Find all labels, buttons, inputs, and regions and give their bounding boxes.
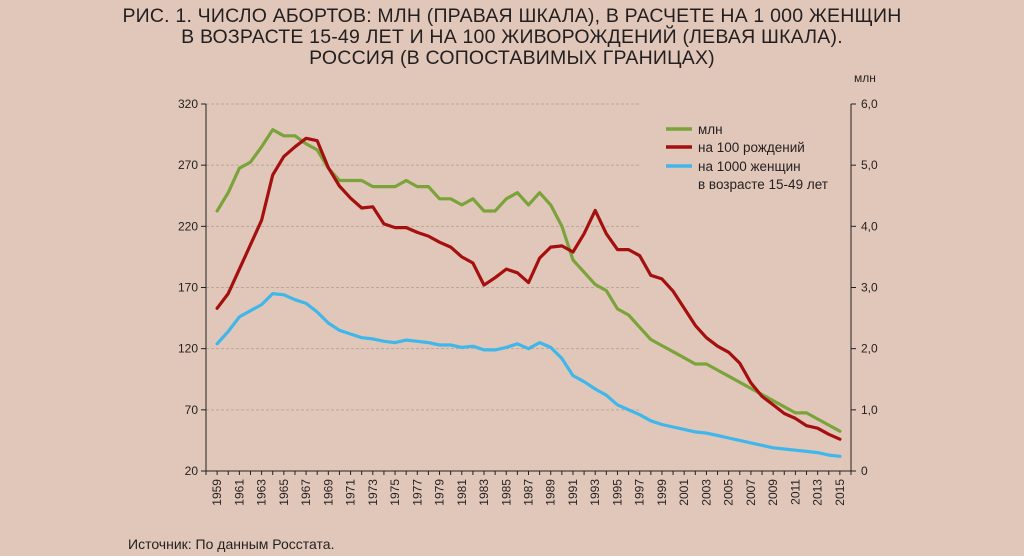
left-tick-label: 320 (178, 97, 198, 111)
x-tick-label: 2007 (744, 479, 758, 506)
series-line-mln (215, 128, 842, 433)
x-tick-label: 1975 (388, 479, 402, 506)
chart-title-line-1: РИС. 1. ЧИСЛО АБОРТОВ: МЛН (ПРАВАЯ ШКАЛА… (122, 5, 902, 27)
right-tick-label: 1,0 (861, 403, 878, 417)
left-tick-label: 120 (178, 342, 198, 356)
legend-label-mln: млн (698, 122, 723, 137)
left-tick-label: 170 (178, 281, 198, 295)
left-tick-label: 70 (185, 403, 199, 417)
x-tick-label: 1989 (544, 479, 558, 506)
legend-label-per1000women: на 1000 женщин (698, 159, 801, 174)
x-tick-label: 1995 (610, 479, 624, 506)
right-axis-unit-label: млн (854, 71, 876, 85)
x-tick-label: 1987 (522, 479, 536, 506)
chart-title-line-3: РОССИЯ (В СОПОСТАВИМЫХ ГРАНИЦАХ) (309, 47, 715, 69)
x-tick-label: 1997 (633, 479, 647, 506)
left-tick-label: 270 (178, 158, 198, 172)
x-tick-label: 1971 (344, 479, 358, 506)
x-tick-label: 1973 (366, 479, 380, 506)
right-tick-label: 5,0 (861, 158, 878, 172)
series-line-per100births (215, 136, 842, 441)
x-tick-label: 1967 (299, 479, 313, 506)
x-tick-label: 1965 (277, 479, 291, 506)
right-tick-label: 6,0 (861, 97, 878, 111)
x-tick-label: 2011 (788, 479, 802, 505)
x-tick-label: 2005 (722, 479, 736, 506)
x-tick-label: 1961 (232, 479, 246, 506)
left-tick-label: 20 (185, 464, 199, 478)
right-tick-label: 3,0 (861, 281, 878, 295)
legend-label-per1000women: в возрасте 15-49 лет (698, 177, 828, 192)
x-tick-label: 1993 (588, 479, 602, 506)
x-tick-label: 1981 (455, 479, 469, 506)
right-tick-label: 4,0 (861, 219, 878, 233)
x-tick-label: 1977 (410, 479, 424, 506)
x-tick-label: 2003 (699, 479, 713, 506)
x-tick-label: 1999 (655, 479, 669, 506)
x-tick-label: 1963 (255, 479, 269, 506)
x-tick-label: 1991 (566, 479, 580, 506)
x-tick-label: 1985 (499, 479, 513, 506)
chart-title-line-2: В ВОЗРАСТЕ 15-49 ЛЕТ И НА 100 ЖИВОРОЖДЕН… (181, 26, 843, 48)
series-line-per1000women (215, 292, 842, 458)
x-tick-label: 2009 (766, 479, 780, 506)
x-tick-label: 2001 (677, 479, 691, 506)
source-note: Источник: По данным Росстата. (128, 536, 335, 552)
x-tick-label: 2013 (811, 479, 825, 506)
right-tick-label: 2,0 (861, 342, 878, 356)
x-tick-label: 1983 (477, 479, 491, 506)
x-tick-label: 1959 (210, 479, 224, 506)
x-tick-label: 2015 (833, 479, 847, 506)
x-tick-label: 1979 (433, 479, 447, 506)
left-tick-label: 220 (178, 219, 198, 233)
right-tick-label: 0 (861, 464, 868, 478)
chart-title: РИС. 1. ЧИСЛО АБОРТОВ: МЛН (ПРАВАЯ ШКАЛА… (0, 6, 1024, 69)
x-tick-label: 1969 (321, 479, 335, 506)
legend-label-per100births: на 100 рождений (698, 140, 805, 155)
